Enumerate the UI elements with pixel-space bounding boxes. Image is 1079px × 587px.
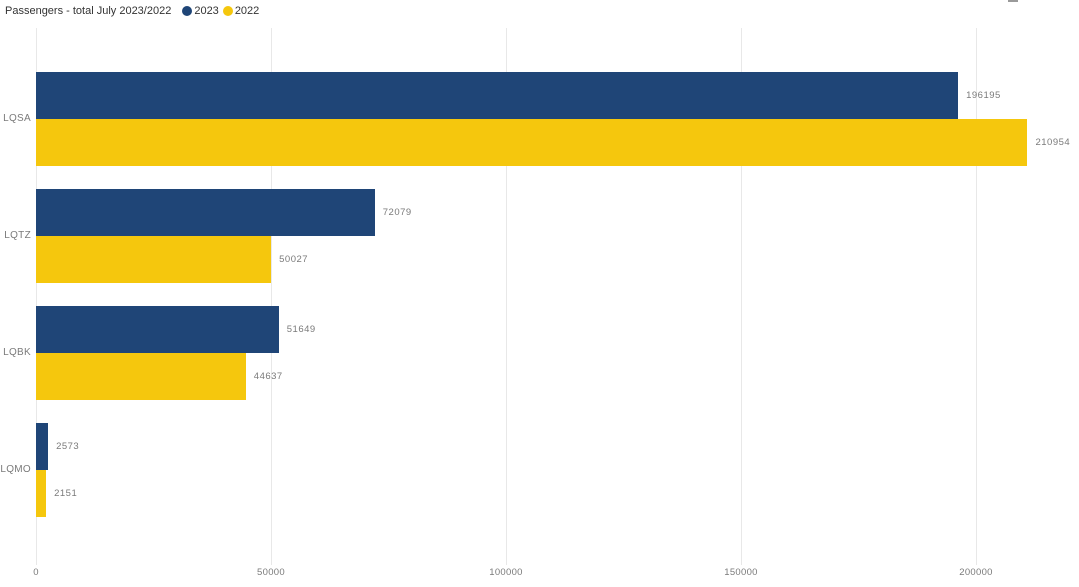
chart-title: Passengers - total July 2023/2022: [5, 5, 172, 17]
x-tick-label-200000: 200000: [959, 567, 993, 578]
legend-dot-2022: [222, 6, 233, 16]
bar-2023-LQMO[interactable]: [36, 422, 49, 470]
bar-2023-LQTZ[interactable]: [36, 188, 375, 236]
gridline-50000: [271, 28, 272, 565]
plot-area: 196195 210954 72079 50027 51649 44637 2573 2151: [36, 28, 1079, 565]
data-label-2022-LQBK: 44637: [253, 370, 283, 382]
more-options-icon[interactable]: [1008, 0, 1018, 2]
chart-header: Passengers - total July 2023/2022 2023 20…: [5, 3, 259, 19]
bar-2022-LQSA[interactable]: [36, 118, 1028, 166]
data-label-2023-LQTZ: 72079: [382, 206, 412, 218]
data-label-2022-LQTZ: 50027: [279, 253, 309, 265]
legend-item-2022[interactable]: 2022: [222, 5, 260, 17]
gridline-100000: [506, 28, 507, 565]
x-tick-label-0: 0: [33, 567, 39, 578]
data-label-2023-LQSA: 196195: [966, 89, 1001, 101]
bar-2023-LQBK[interactable]: [36, 305, 279, 353]
data-label-2022-LQMO: 2151: [54, 487, 78, 499]
bar-2022-LQMO[interactable]: [36, 469, 47, 517]
category-label-LQSA: LQSA: [3, 112, 31, 124]
x-tick-label-50000: 50000: [257, 567, 285, 578]
legend-item-2023[interactable]: 2023: [182, 5, 219, 17]
data-label-2022-LQSA: 210954: [1035, 136, 1071, 148]
category-label-LQBK: LQBK: [3, 346, 31, 358]
x-tick-label-100000: 100000: [489, 567, 523, 578]
bar-2022-LQBK[interactable]: [36, 352, 246, 400]
category-label-LQMO: LQMO: [0, 463, 31, 475]
bar-2022-LQTZ[interactable]: [36, 235, 272, 283]
bar-2023-LQSA[interactable]: [36, 71, 959, 119]
legend: 2023 2022: [178, 5, 259, 17]
category-label-LQTZ: LQTZ: [4, 229, 31, 241]
data-label-2023-LQMO: 2573: [56, 440, 80, 452]
legend-dot-2023: [182, 6, 193, 16]
legend-label: 2023: [194, 5, 219, 17]
gridline-150000: [741, 28, 742, 565]
x-tick-label-150000: 150000: [724, 567, 758, 578]
gridline-0: [36, 28, 37, 565]
legend-label: 2022: [234, 5, 260, 17]
gridline-200000: [976, 28, 977, 565]
data-label-2023-LQBK: 51649: [286, 323, 316, 335]
